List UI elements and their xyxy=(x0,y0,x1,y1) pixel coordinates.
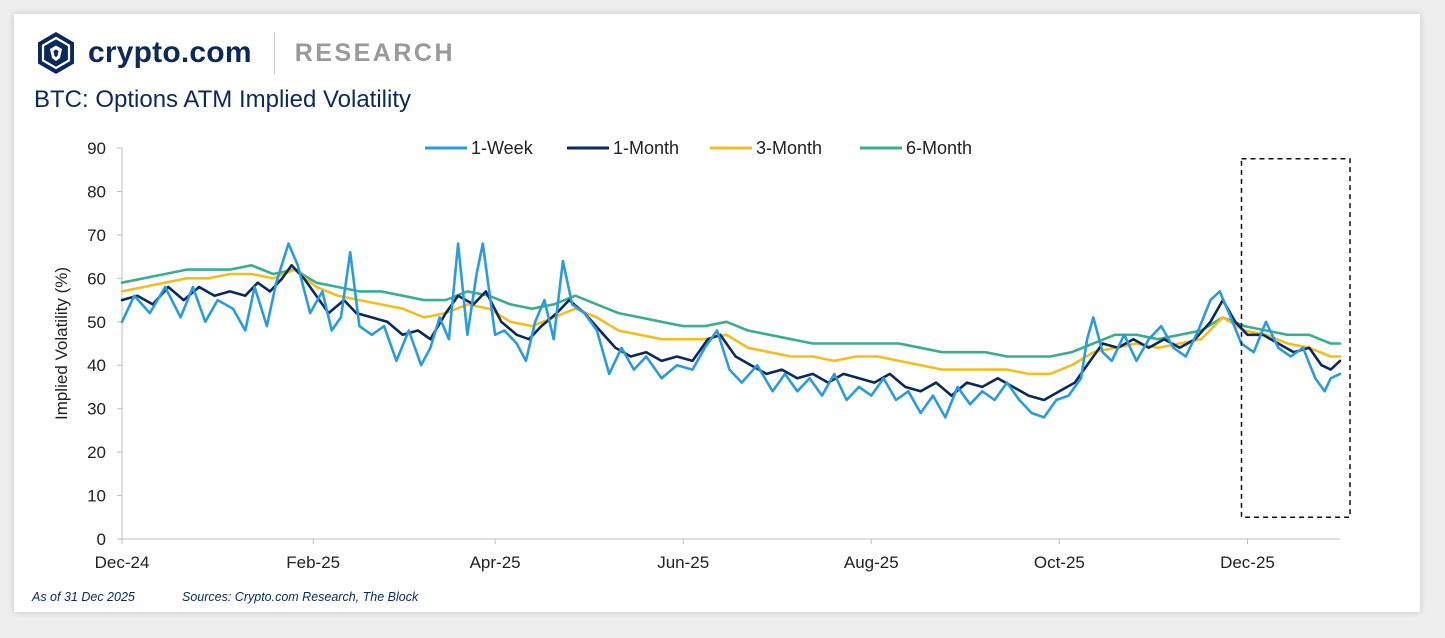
y-tick-label: 80 xyxy=(87,182,106,201)
legend-label-3-month: 3-Month xyxy=(756,138,822,158)
x-tick-label: Feb-25 xyxy=(286,553,340,572)
legend-label-6-month: 6-Month xyxy=(906,138,972,158)
y-tick-label: 90 xyxy=(87,139,106,158)
highlight-box xyxy=(1240,157,1351,519)
legend: 1-Week 1-Month 3-Month 6-Month xyxy=(425,138,972,158)
series-line-1-week xyxy=(120,242,1342,419)
as-of-date: As of 31 Dec 2025 xyxy=(32,590,135,604)
brand-divider xyxy=(273,32,275,74)
y-axis-title: Implied Volatility (%) xyxy=(52,267,71,420)
sources-note: Sources: Crypto.com Research, The Block xyxy=(182,590,419,604)
brand-name: crypto.com xyxy=(88,36,252,69)
line-chart: 0 10 20 30 40 50 60 70 80 90 Dec-24 Feb-25 Apr-25 Jun… xyxy=(52,138,1351,572)
x-tick-label: Oct-25 xyxy=(1034,553,1085,572)
y-tick-label: 50 xyxy=(87,313,106,332)
y-tick-label: 60 xyxy=(87,269,106,288)
chart-title: BTC: Options ATM Implied Volatility xyxy=(34,86,412,113)
brand-section: RESEARCH xyxy=(294,38,456,67)
crypto-com-logo-icon xyxy=(38,32,74,74)
series-line-6-month xyxy=(120,264,1342,358)
y-tick-label: 10 xyxy=(87,487,106,506)
y-tick-label: 40 xyxy=(87,356,106,375)
y-tick-label: 0 xyxy=(97,530,106,549)
y-tick-label: 20 xyxy=(87,443,106,462)
x-tick-label: Dec-25 xyxy=(1220,553,1275,572)
chart-card: crypto.com RESEARCH BTC: Options ATM Imp… xyxy=(14,14,1420,612)
x-tick-label: Aug-25 xyxy=(844,553,899,572)
series-line-1-month xyxy=(120,264,1342,402)
x-tick-label: Dec-24 xyxy=(95,553,150,572)
brand-header: crypto.com RESEARCH xyxy=(36,30,455,76)
y-tick-label: 30 xyxy=(87,400,106,419)
series-line-3-month xyxy=(120,268,1342,376)
legend-label-1-month: 1-Month xyxy=(613,138,679,158)
legend-label-1-week: 1-Week xyxy=(471,138,534,158)
y-tick-label: 70 xyxy=(87,226,106,245)
x-tick-label: Apr-25 xyxy=(470,553,521,572)
x-tick-label: Jun-25 xyxy=(657,553,709,572)
